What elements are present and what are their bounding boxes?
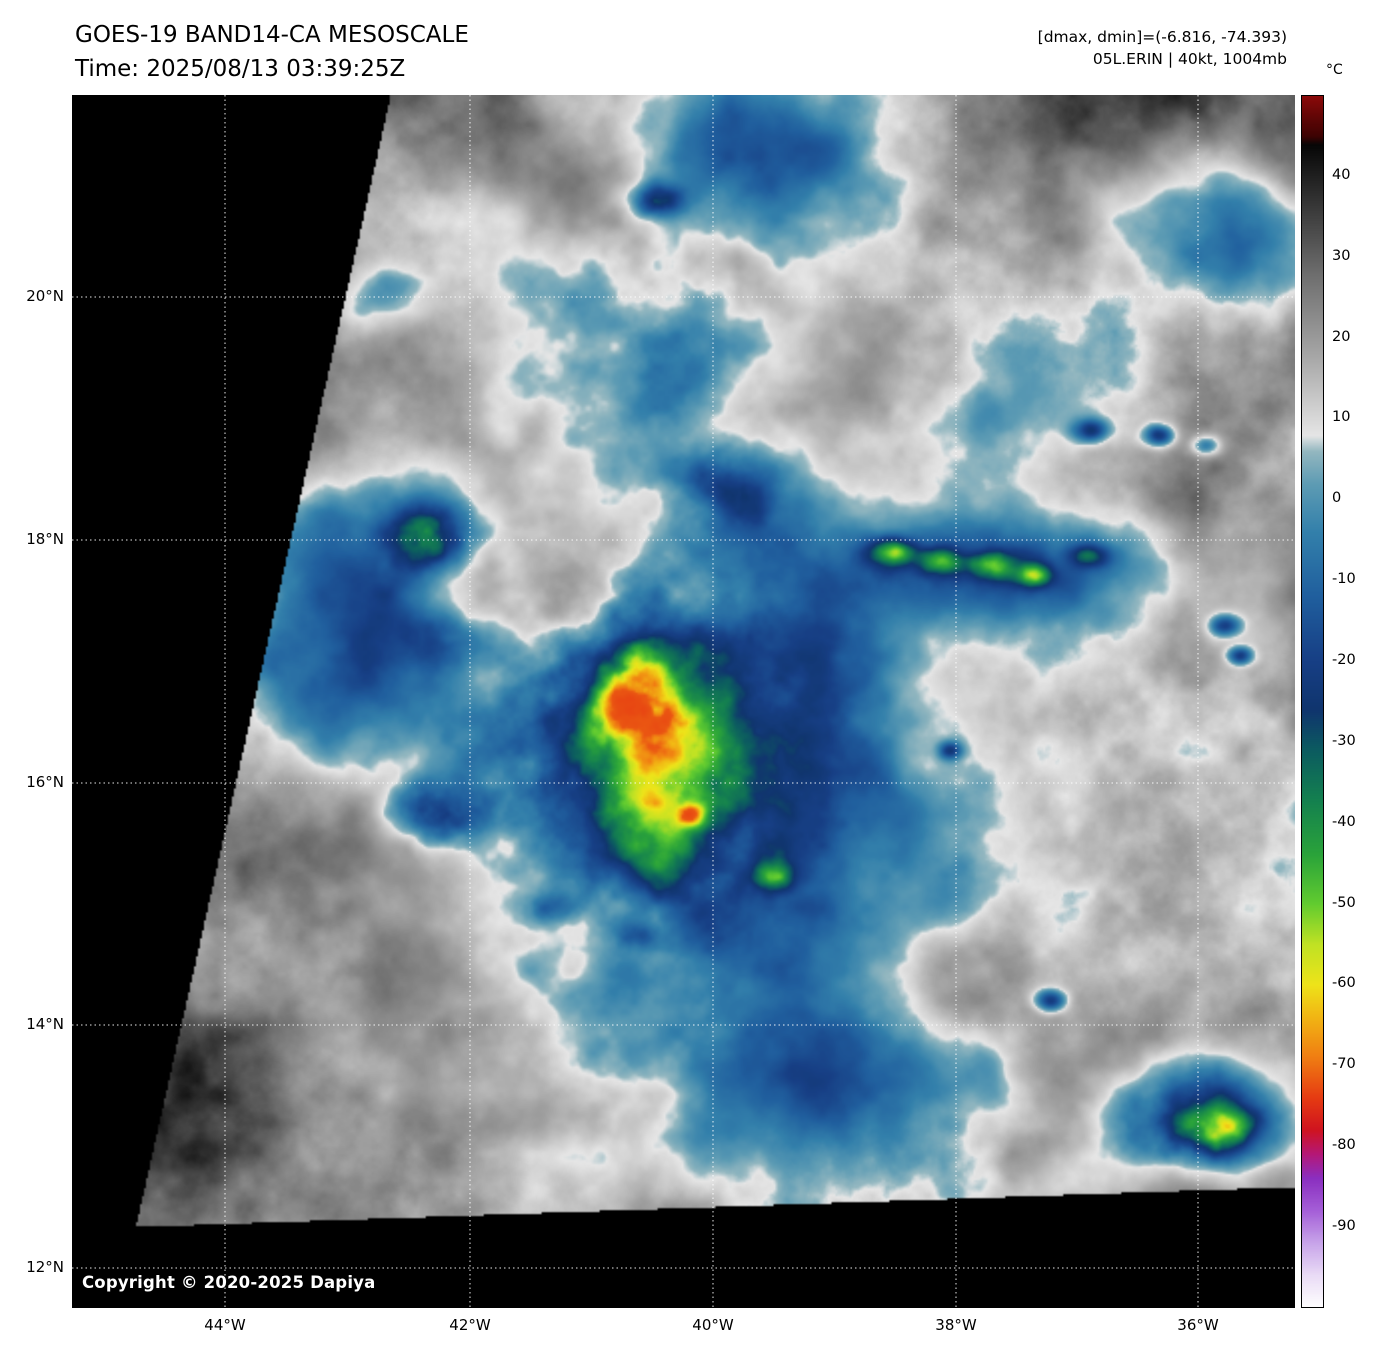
- figure-header-right: [dmax, dmin]=(-6.816, -74.393) 05L.ERIN …: [1038, 26, 1287, 70]
- colorbar-tick-m10: -10: [1332, 571, 1356, 587]
- lat-tick-label-14n: 14°N: [26, 1015, 64, 1033]
- lat-tick-label-12n: 12°N: [26, 1258, 64, 1276]
- colorbar-tick-m40: -40: [1332, 814, 1356, 830]
- lat-tick-label-20n: 20°N: [26, 287, 64, 305]
- lon-tick-label-44w: 44°W: [204, 1316, 246, 1334]
- lat-tick-label-16n: 16°N: [26, 773, 64, 791]
- figure-header-left: GOES-19 BAND14-CA MESOSCALE Time: 2025/0…: [75, 18, 469, 86]
- lon-tick-label-36w: 36°W: [1177, 1316, 1219, 1334]
- figure-title: GOES-19 BAND14-CA MESOSCALE: [75, 22, 469, 48]
- colorbar-tick-m70: -70: [1332, 1056, 1356, 1072]
- colorbar-tick-m30: -30: [1332, 733, 1356, 749]
- dmax-dmin-readout: [dmax, dmin]=(-6.816, -74.393): [1037, 28, 1287, 46]
- colorbar-tick-m50: -50: [1332, 895, 1356, 911]
- colorbar-tick-20: 20: [1332, 329, 1351, 345]
- satellite-plot: Copyright © 2020-2025 Dapiya: [72, 95, 1295, 1308]
- colorbar-tick-30: 30: [1332, 248, 1351, 264]
- lon-tick-label-38w: 38°W: [935, 1316, 977, 1334]
- copyright-watermark: Copyright © 2020-2025 Dapiya: [82, 1273, 376, 1292]
- colorbar-tick-40: 40: [1332, 167, 1351, 183]
- storm-info: 05L.ERIN | 40kt, 1004mb: [1092, 50, 1287, 68]
- colorbar-tick-m20: -20: [1332, 652, 1356, 668]
- colorbar-tick-10: 10: [1332, 409, 1351, 425]
- lat-tick-label-18n: 18°N: [26, 530, 64, 548]
- colorbar: [1301, 95, 1324, 1308]
- grid-overlay: [72, 95, 1295, 1308]
- colorbar-unit-label: °C: [1326, 62, 1343, 78]
- lon-tick-label-40w: 40°W: [692, 1316, 734, 1334]
- colorbar-tick-m90: -90: [1332, 1218, 1356, 1234]
- colorbar-tick-m80: -80: [1332, 1137, 1356, 1153]
- lon-tick-label-42w: 42°W: [449, 1316, 491, 1334]
- colorbar-tick-m60: -60: [1332, 975, 1356, 991]
- figure-time: Time: 2025/08/13 03:39:25Z: [75, 56, 406, 82]
- colorbar-tick-0: 0: [1332, 490, 1342, 506]
